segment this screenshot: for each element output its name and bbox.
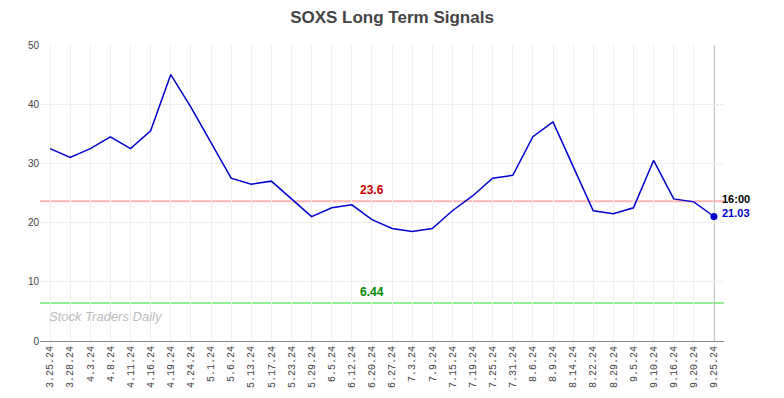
svg-text:30: 30 bbox=[28, 158, 40, 169]
svg-text:7.19.24: 7.19.24 bbox=[468, 346, 479, 388]
svg-text:9.20.24: 9.20.24 bbox=[689, 346, 700, 388]
svg-text:9.16.24: 9.16.24 bbox=[669, 346, 680, 388]
svg-text:21.03: 21.03 bbox=[722, 207, 750, 219]
svg-text:5.1.24: 5.1.24 bbox=[206, 346, 217, 382]
svg-text:4.3.24: 4.3.24 bbox=[86, 346, 97, 382]
svg-text:6.5.24: 6.5.24 bbox=[327, 346, 338, 382]
svg-text:8.29.24: 8.29.24 bbox=[609, 346, 620, 388]
svg-text:9.10.24: 9.10.24 bbox=[649, 346, 660, 388]
svg-text:5.29.24: 5.29.24 bbox=[307, 346, 318, 388]
svg-text:5.6.24: 5.6.24 bbox=[226, 346, 237, 382]
svg-text:4.24.24: 4.24.24 bbox=[186, 346, 197, 388]
svg-text:4.11.24: 4.11.24 bbox=[126, 346, 137, 388]
svg-text:4.19.24: 4.19.24 bbox=[166, 346, 177, 388]
svg-text:3.25.24: 3.25.24 bbox=[45, 346, 56, 388]
svg-text:8.6.24: 8.6.24 bbox=[528, 346, 539, 382]
svg-text:7.9.24: 7.9.24 bbox=[428, 346, 439, 382]
svg-text:50: 50 bbox=[28, 40, 40, 51]
svg-text:23.6: 23.6 bbox=[360, 183, 384, 197]
svg-text:6.20.24: 6.20.24 bbox=[367, 346, 378, 388]
svg-text:6.27.24: 6.27.24 bbox=[387, 346, 398, 388]
svg-text:4.16.24: 4.16.24 bbox=[146, 346, 157, 388]
svg-text:5.13.24: 5.13.24 bbox=[246, 346, 257, 388]
svg-text:7.15.24: 7.15.24 bbox=[448, 346, 459, 388]
svg-text:5.17.24: 5.17.24 bbox=[267, 346, 278, 388]
svg-text:16:00: 16:00 bbox=[722, 193, 750, 205]
svg-text:9.25.24: 9.25.24 bbox=[709, 346, 720, 388]
svg-text:SOXS Long Term Signals: SOXS Long Term Signals bbox=[290, 8, 494, 27]
svg-text:7.31.24: 7.31.24 bbox=[508, 346, 519, 388]
svg-text:8.22.24: 8.22.24 bbox=[588, 346, 599, 388]
svg-text:7.25.24: 7.25.24 bbox=[488, 346, 499, 388]
svg-text:5.23.24: 5.23.24 bbox=[287, 346, 298, 388]
svg-text:4.8.24: 4.8.24 bbox=[106, 346, 117, 382]
svg-text:6.44: 6.44 bbox=[360, 285, 384, 299]
svg-text:8.14.24: 8.14.24 bbox=[568, 346, 579, 388]
svg-text:0: 0 bbox=[33, 336, 39, 347]
svg-text:9.5.24: 9.5.24 bbox=[629, 346, 640, 382]
svg-text:3.28.24: 3.28.24 bbox=[65, 346, 76, 388]
svg-text:7.3.24: 7.3.24 bbox=[407, 346, 418, 382]
svg-text:10: 10 bbox=[28, 276, 40, 287]
svg-text:20: 20 bbox=[28, 217, 40, 228]
svg-text:Stock Traders Daily: Stock Traders Daily bbox=[49, 309, 163, 324]
svg-text:8.9.24: 8.9.24 bbox=[548, 346, 559, 382]
svg-text:6.12.24: 6.12.24 bbox=[347, 346, 358, 388]
svg-text:40: 40 bbox=[28, 99, 40, 110]
